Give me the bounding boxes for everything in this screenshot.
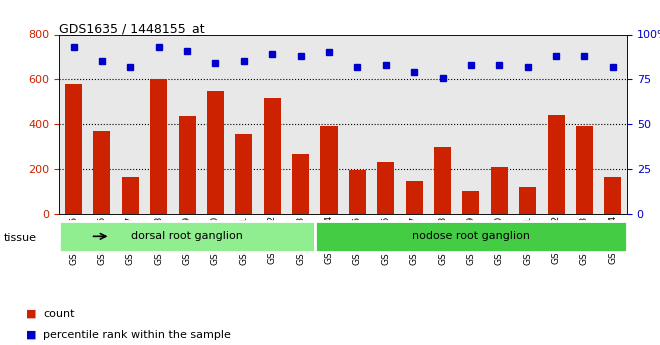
Bar [59, 221, 315, 252]
Text: tissue: tissue [3, 233, 36, 243]
Bar [207, 90, 224, 214]
Bar [491, 167, 508, 214]
Text: nodose root ganglion: nodose root ganglion [412, 231, 530, 241]
Text: percentile rank within the sample: percentile rank within the sample [43, 330, 231, 339]
Bar [321, 126, 337, 214]
Bar [94, 131, 110, 214]
Bar [150, 79, 167, 214]
Bar [179, 116, 195, 214]
Bar [122, 177, 139, 214]
Bar [264, 98, 280, 214]
Text: GDS1635 / 1448155_at: GDS1635 / 1448155_at [59, 22, 205, 36]
Bar [315, 221, 627, 252]
Bar [406, 181, 422, 214]
Text: ■: ■ [26, 330, 37, 339]
Text: count: count [43, 309, 75, 319]
Bar [463, 191, 479, 214]
Bar [378, 162, 394, 214]
Bar [292, 155, 309, 214]
Bar [434, 147, 451, 214]
Bar [349, 170, 366, 214]
Bar [65, 84, 82, 214]
Text: ■: ■ [26, 309, 37, 319]
Bar [576, 126, 593, 214]
Bar [236, 134, 252, 214]
Bar [548, 115, 564, 214]
Bar [605, 177, 621, 214]
Bar [519, 187, 536, 214]
Text: dorsal root ganglion: dorsal root ganglion [131, 231, 243, 241]
